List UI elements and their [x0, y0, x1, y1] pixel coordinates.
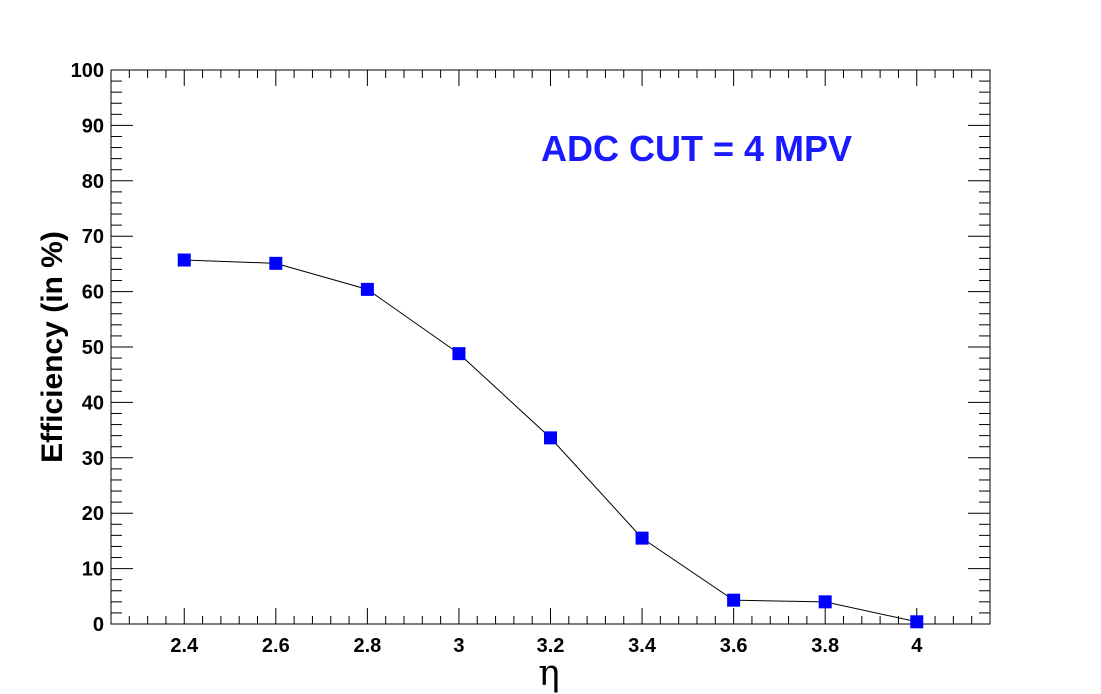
data-point	[818, 595, 832, 609]
data-point	[635, 531, 649, 545]
data-point	[727, 593, 741, 607]
x-tick-labels: 2.4 2.6 2.8 3 3.2 3.4 3.6 3.8 4	[170, 635, 923, 657]
y-tick-label: 90	[82, 115, 104, 137]
x-tick-label: 2.6	[262, 635, 290, 657]
x-tick-label: 3.4	[628, 635, 657, 657]
x-axis-title: η	[538, 653, 560, 694]
y-tick-label: 20	[82, 503, 104, 525]
data-point	[544, 431, 557, 445]
data-point	[360, 282, 374, 296]
x-tick-label: 3	[453, 635, 464, 657]
y-tick-label: 100	[71, 60, 104, 82]
x-tick-label: 3.8	[811, 635, 839, 657]
y-tick-label: 80	[82, 171, 104, 193]
x-tick-label: 2.8	[353, 635, 381, 657]
y-tick-label: 60	[82, 282, 104, 304]
y-tick-labels: 0 10 20 30 40 50 60 70 80 90 100	[71, 60, 104, 636]
adc-cut-annotation: ADC CUT = 4 MPV	[541, 128, 852, 169]
y-tick-label: 30	[82, 448, 104, 470]
data-point	[910, 615, 924, 629]
y-tick-label: 10	[82, 559, 104, 581]
axis-ticks	[110, 69, 991, 625]
series-markers	[177, 253, 924, 629]
x-tick-label: 4	[911, 635, 923, 657]
y-tick-label: 70	[82, 226, 104, 248]
x-tick-label: 3.2	[537, 635, 565, 657]
x-tick-label: 3.6	[720, 635, 748, 657]
y-tick-label: 0	[93, 614, 104, 636]
x-tick-label: 2.4	[170, 635, 199, 657]
data-point	[269, 256, 283, 270]
y-tick-label: 40	[82, 392, 104, 414]
data-point	[177, 253, 191, 267]
y-axis-title: Efficiency (in %)	[36, 231, 69, 463]
y-tick-label: 50	[82, 337, 104, 359]
data-point	[452, 347, 466, 361]
